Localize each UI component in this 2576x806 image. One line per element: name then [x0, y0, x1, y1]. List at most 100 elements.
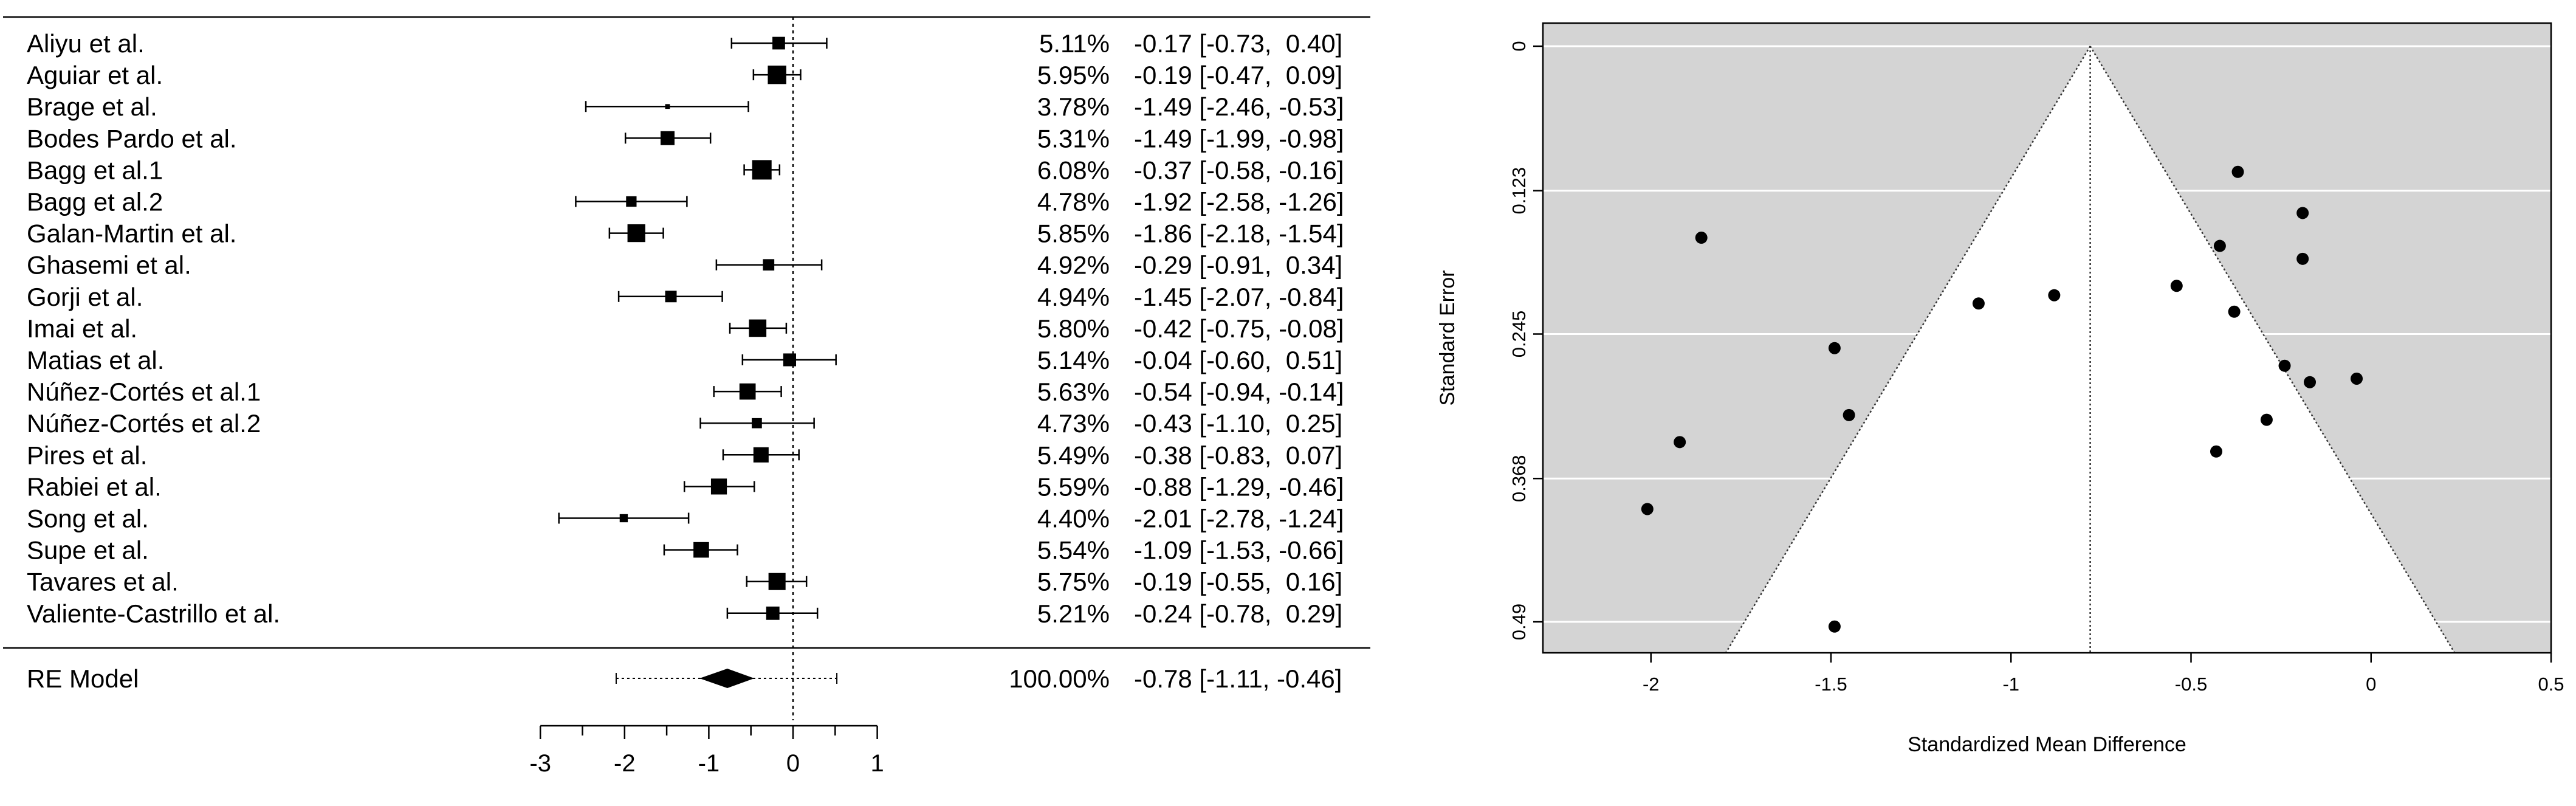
- forest-x-tick-label: -3: [529, 750, 551, 777]
- effect-ci-label: -0.24 [-0.78, 0.29]: [1134, 599, 1342, 628]
- effect-ci-label: -0.43 [-1.10, 0.25]: [1134, 409, 1342, 438]
- effect-square: [749, 319, 767, 337]
- study-label: Bodes Pardo et al.: [27, 124, 237, 153]
- study-point: [2296, 207, 2309, 219]
- study-point: [2210, 445, 2222, 458]
- weight-label: 5.63%: [1037, 377, 1110, 406]
- study-label: Bagg et al.2: [27, 188, 163, 216]
- weight-label: 5.95%: [1037, 61, 1110, 89]
- weight-label: 5.49%: [1037, 441, 1110, 469]
- weight-label: 3.78%: [1037, 92, 1110, 121]
- weight-label: 5.11%: [1039, 29, 1110, 58]
- study-point: [1641, 503, 1654, 515]
- study-point: [2231, 165, 2244, 178]
- study-label: Ghasemi et al.: [27, 251, 191, 280]
- weight-label: 5.54%: [1037, 536, 1110, 565]
- study-label: Aguiar et al.: [27, 61, 163, 89]
- funnel-x-tick-label: -1.5: [1815, 673, 1847, 695]
- effect-ci-label: -0.19 [-0.47, 0.09]: [1134, 61, 1342, 89]
- study-label: Bagg et al.1: [27, 156, 163, 184]
- effect-square: [753, 447, 769, 463]
- weight-label: 4.73%: [1037, 409, 1110, 438]
- effect-ci-label: -1.92 [-2.58, -1.26]: [1134, 188, 1344, 216]
- study-label: Gorji et al.: [27, 283, 143, 311]
- summary-weight-label: 100.00%: [1009, 664, 1110, 693]
- effect-ci-label: -0.29 [-0.91, 0.34]: [1134, 251, 1342, 280]
- effect-ci-label: -0.04 [-0.60, 0.51]: [1134, 346, 1342, 374]
- study-point: [1828, 620, 1841, 633]
- funnel-x-tick-label: 0.5: [2538, 673, 2564, 695]
- effect-ci-label: -0.37 [-0.58, -0.16]: [1134, 156, 1344, 184]
- effect-ci-label: -0.54 [-0.94, -0.14]: [1134, 377, 1344, 406]
- effect-ci-label: -2.01 [-2.78, -1.24]: [1134, 505, 1344, 533]
- effect-ci-label: -1.49 [-1.99, -0.98]: [1134, 124, 1344, 153]
- funnel-y-tick-label: 0.368: [1508, 455, 1530, 502]
- effect-square: [693, 542, 709, 558]
- funnel-x-axis-label: Standardized Mean Difference: [1908, 733, 2186, 756]
- effect-square: [665, 104, 670, 109]
- study-label: Imai et al.: [27, 314, 137, 343]
- study-label: Song et al.: [27, 505, 149, 533]
- forest-x-tick-label: 0: [786, 750, 800, 777]
- effect-square: [763, 259, 775, 271]
- forest-x-tick-label: 1: [870, 750, 884, 777]
- effect-square: [752, 160, 772, 180]
- weight-label: 5.31%: [1037, 124, 1110, 153]
- weight-label: 5.14%: [1037, 346, 1110, 374]
- effect-ci-label: -0.17 [-0.73, 0.40]: [1134, 29, 1342, 58]
- funnel-y-tick-label: 0.49: [1508, 604, 1530, 640]
- study-point: [1828, 342, 1841, 354]
- effect-square: [619, 514, 628, 523]
- study-label: Rabiei et al.: [27, 472, 162, 501]
- effect-ci-label: -1.45 [-2.07, -0.84]: [1134, 283, 1344, 311]
- effect-square: [665, 291, 677, 303]
- funnel-frame: [1542, 22, 2552, 654]
- weight-label: 4.94%: [1037, 283, 1110, 311]
- study-point: [1843, 408, 1855, 421]
- study-label: Pires et al.: [27, 441, 147, 469]
- study-point: [2213, 239, 2226, 252]
- summary-diamond: [699, 669, 755, 688]
- study-label: Galan-Martin et al.: [27, 219, 236, 248]
- funnel-y-tick-label: 0.123: [1508, 167, 1530, 215]
- study-point: [2228, 305, 2241, 318]
- effect-square: [626, 196, 637, 207]
- study-label: Supe et al.: [27, 536, 149, 565]
- effect-ci-label: -1.49 [-2.46, -0.53]: [1134, 92, 1344, 121]
- study-label: Núñez-Cortés et al.2: [27, 409, 261, 438]
- study-label: Tavares et al.: [27, 568, 179, 596]
- weight-label: 6.08%: [1037, 156, 1110, 184]
- forest-x-tick-label: -1: [698, 750, 720, 777]
- funnel-x-tick-label: -1: [2002, 673, 2019, 695]
- weight-label: 5.75%: [1037, 568, 1110, 596]
- study-label: Núñez-Cortés et al.1: [27, 377, 261, 406]
- study-point: [1972, 297, 1985, 310]
- effect-ci-label: -0.19 [-0.55, 0.16]: [1134, 568, 1342, 596]
- effect-square: [783, 353, 797, 367]
- weight-label: 5.59%: [1037, 472, 1110, 501]
- funnel-y-tick-label: 0.245: [1508, 311, 1530, 358]
- weight-label: 5.85%: [1037, 219, 1110, 248]
- study-label: Brage et al.: [27, 92, 157, 121]
- weight-label: 4.40%: [1037, 505, 1110, 533]
- study-point: [1674, 436, 1686, 449]
- effect-square: [660, 131, 675, 145]
- forest-plot: Aliyu et al. 5.11% -0.17 [-0.73, 0.40] Agui…: [3, 16, 1370, 777]
- weight-label: 4.92%: [1037, 251, 1110, 280]
- effect-ci-label: -1.86 [-2.18, -1.54]: [1134, 219, 1344, 248]
- study-label: Matias et al.: [27, 346, 164, 374]
- effect-ci-label: -0.42 [-0.75, -0.08]: [1134, 314, 1344, 343]
- effect-square: [768, 573, 786, 590]
- study-label: Valiente-Castrillo et al.: [27, 599, 280, 628]
- funnel-y-tick-label: 0: [1508, 41, 1530, 51]
- funnel-x-tick-label: -0.5: [2175, 673, 2207, 695]
- forest-x-tick-label: -2: [614, 750, 636, 777]
- effect-square: [768, 65, 786, 84]
- study-label: Aliyu et al.: [27, 29, 145, 58]
- funnel-left-boundary: [1725, 46, 2091, 653]
- funnel-plot: -2 -1.5 -1 -0.5 0 0.5 0 0.123 0.245 0.368 0.49 Stan…: [1436, 22, 2564, 756]
- effect-ci-label: -0.88 [-1.29, -0.46]: [1134, 472, 1344, 501]
- effect-square: [739, 383, 756, 400]
